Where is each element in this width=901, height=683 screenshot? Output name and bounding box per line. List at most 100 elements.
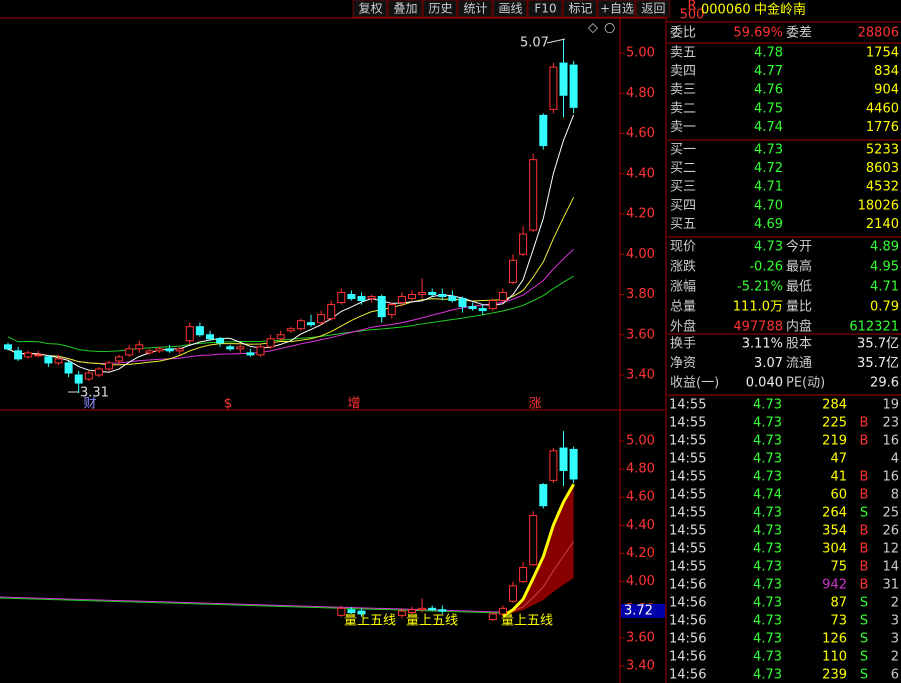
candle-body [105, 362, 113, 370]
candle-body [418, 291, 427, 295]
y-tick-label: 3.40 [626, 368, 655, 383]
candle-body [195, 326, 204, 336]
tick-time: 14:56 [669, 650, 706, 665]
book-volume: 904 [874, 83, 899, 98]
stat-value: 3.11% [742, 337, 783, 352]
fill-area [502, 484, 574, 617]
candle-body [165, 348, 174, 352]
book-label: 卖五 [670, 46, 696, 61]
tick-volume: 264 [822, 506, 847, 521]
current-label: 3.72 [624, 604, 653, 619]
lower-candle-body [539, 484, 548, 507]
tick-volume: 126 [822, 632, 847, 647]
tick-count: 23 [882, 416, 899, 431]
toolbar-label[interactable]: +自选 [600, 2, 634, 16]
tick-count: 31 [882, 578, 899, 593]
lower-candle-body [418, 607, 427, 611]
y-tick-label: 4.00 [626, 574, 655, 589]
candle-body [397, 296, 406, 304]
candle-body [54, 358, 63, 364]
candle-body [286, 328, 295, 332]
book-price: 4.71 [754, 180, 783, 195]
book-volume: 2140 [866, 217, 899, 232]
toolbar-button[interactable] [387, 0, 423, 18]
toolbar-label[interactable]: 叠加 [393, 2, 417, 16]
tick-price: 4.73 [753, 632, 782, 647]
book-label: 卖四 [670, 64, 696, 79]
toolbar-label[interactable]: 返回 [641, 2, 665, 16]
current-box [621, 604, 665, 618]
tick-count: 8 [891, 488, 899, 503]
candle-body [175, 348, 184, 352]
book-price: 4.73 [754, 143, 783, 158]
stat-label: 现价 [670, 240, 696, 255]
tick-price: 4.73 [753, 434, 782, 449]
tick-volume: 60 [830, 488, 847, 503]
lower-candle-body [408, 609, 416, 614]
tick-time: 14:55 [669, 506, 706, 521]
tick-price: 4.73 [753, 416, 782, 431]
candle-body [488, 300, 497, 310]
tick-side: B [860, 488, 869, 503]
toolbar-button[interactable] [562, 0, 598, 18]
candle-body [387, 304, 396, 316]
tick-time: 14:55 [669, 488, 706, 503]
candle-body [357, 296, 366, 302]
toolbar-button[interactable] [527, 0, 563, 18]
lower-candle-body [347, 609, 356, 614]
stat-label: 流通 [786, 356, 812, 371]
tick-volume: 73 [830, 614, 847, 629]
tick-count: 19 [882, 398, 899, 413]
toolbar-button[interactable] [597, 0, 636, 18]
tick-side: B [860, 560, 869, 575]
candle-body [226, 346, 235, 350]
tick-count: 4 [891, 452, 899, 467]
stat-label: 涨跌 [670, 259, 696, 275]
toolbar-button[interactable] [352, 0, 388, 18]
tick-side: B [860, 542, 869, 557]
toolbar-label[interactable]: 历史 [428, 2, 452, 16]
y-tick-label: 3.40 [626, 658, 655, 673]
toolbar-label[interactable]: F10 [534, 2, 556, 16]
book-volume: 1754 [866, 46, 899, 61]
tick-volume: 942 [822, 578, 847, 593]
signal-label: 量上五线 [501, 614, 553, 629]
y-tick-label: 4.60 [626, 126, 655, 141]
candle-body [307, 322, 315, 326]
tick-price: 4.73 [753, 452, 782, 467]
toolbar-button[interactable] [635, 0, 671, 18]
tick-time: 14:56 [669, 614, 706, 629]
tick-price: 4.73 [753, 560, 782, 575]
candle-body [448, 296, 457, 302]
tick-price: 4.73 [753, 470, 782, 485]
candle-body [4, 344, 12, 350]
y-tick-label: 3.60 [626, 327, 655, 342]
event-marker: 增 [347, 397, 360, 412]
tick-side: B [860, 434, 869, 449]
candle-body [478, 308, 487, 312]
candle-body [498, 291, 507, 302]
toolbar-label[interactable]: 标记 [568, 2, 592, 16]
toolbar-label[interactable]: 复权 [358, 2, 382, 16]
candle-body [539, 114, 548, 147]
y-tick-label: 5.00 [626, 46, 655, 61]
tick-time: 14:55 [669, 524, 706, 539]
candle-body [559, 62, 568, 96]
ratio-label2: 委差 [786, 26, 812, 41]
tick-time: 14:55 [669, 560, 706, 575]
toolbar-button[interactable] [492, 0, 528, 18]
toolbar-button[interactable] [457, 0, 493, 18]
candle-body [125, 348, 134, 356]
toolbar-label[interactable]: 画线 [498, 2, 522, 16]
tick-time: 14:55 [669, 416, 706, 431]
stat-label: 股本 [786, 337, 812, 352]
pointer [546, 38, 566, 44]
toolbar-label[interactable]: 统计 [463, 2, 487, 16]
flat-line [0, 596, 501, 613]
flat-line [0, 597, 501, 614]
stat-label: 外盘 [670, 319, 696, 335]
toolbar-button[interactable] [422, 0, 458, 18]
tick-price: 4.73 [753, 398, 782, 413]
